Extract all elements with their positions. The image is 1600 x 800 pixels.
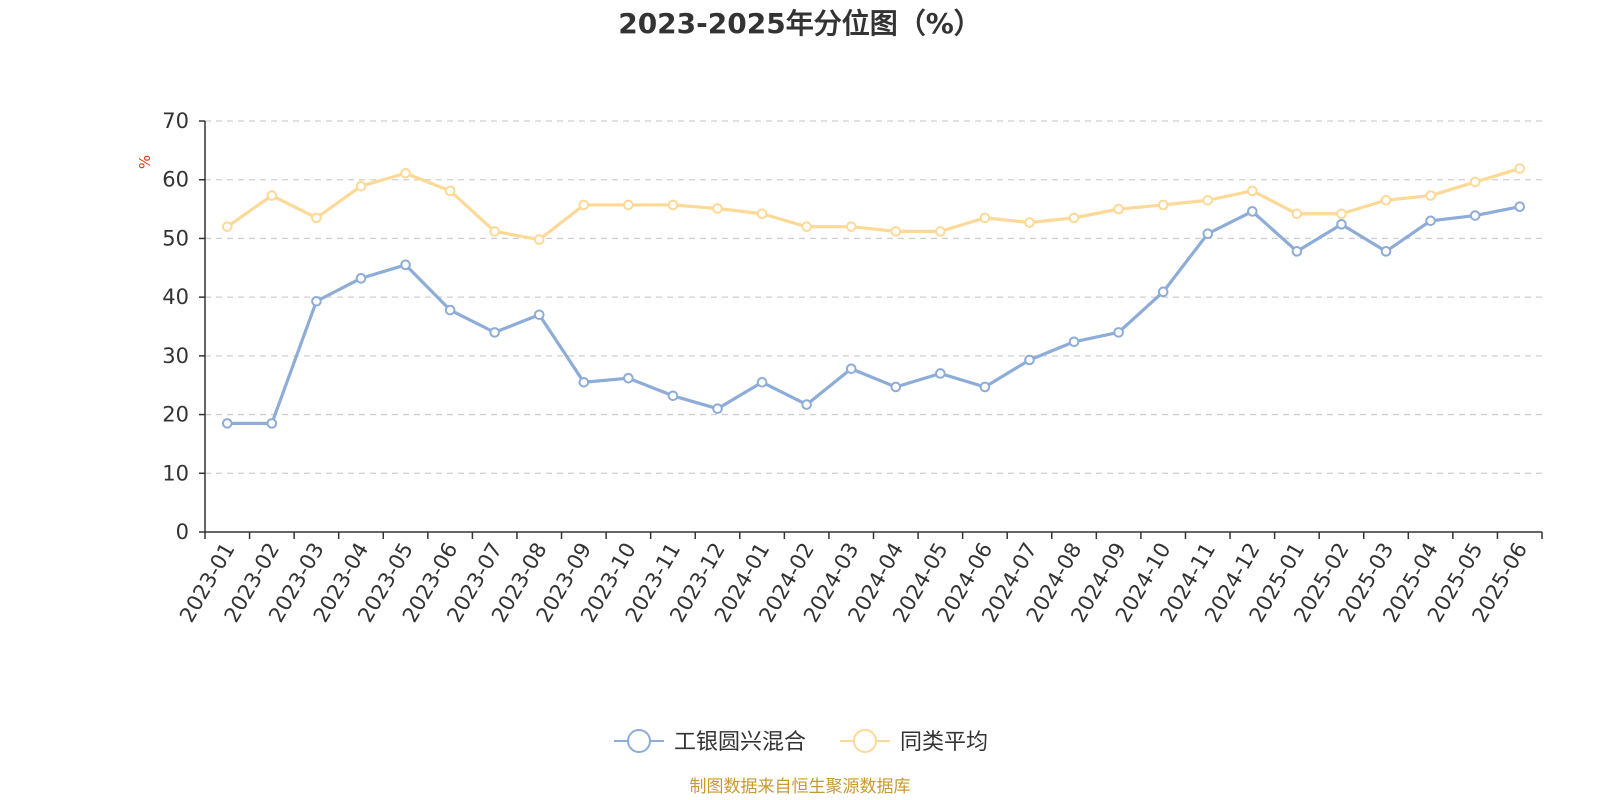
data-point[interactable]: [712, 403, 723, 415]
data-point[interactable]: [311, 295, 322, 307]
series-line-1: [225, 205, 1522, 425]
data-point[interactable]: [1113, 203, 1124, 215]
data-point[interactable]: [1425, 190, 1436, 201]
data-point[interactable]: [578, 376, 590, 388]
data-point[interactable]: [1336, 219, 1347, 230]
data-point[interactable]: [533, 234, 545, 245]
legend-item-1[interactable]: 工银圆兴混合: [614, 729, 806, 755]
data-point[interactable]: [1291, 246, 1303, 257]
data-point[interactable]: [979, 381, 991, 393]
data-point[interactable]: [1336, 208, 1347, 220]
data-point[interactable]: [489, 327, 500, 338]
data-point[interactable]: [400, 259, 411, 271]
chart-title: 2023-2025年分位图（%）: [618, 7, 982, 40]
data-point[interactable]: [1380, 194, 1392, 206]
data-point[interactable]: [266, 190, 278, 201]
data-point[interactable]: [1068, 336, 1080, 348]
data-point[interactable]: [355, 273, 367, 284]
data-point[interactable]: [1291, 208, 1303, 220]
y-tick-label: 20: [162, 403, 189, 427]
data-point[interactable]: [533, 309, 545, 321]
series: [221, 163, 1526, 429]
data-point[interactable]: [578, 199, 590, 211]
series-line-2: [225, 166, 1522, 242]
y-tick-labels: 0 10 20 30 40 50 60 70: [162, 109, 189, 544]
x-tick-labels: 2023-012023-022023-032023-042023-052023-…: [175, 539, 1532, 627]
data-point[interactable]: [667, 199, 679, 211]
data-point[interactable]: [845, 363, 857, 375]
data-point[interactable]: [266, 418, 278, 429]
data-point[interactable]: [1247, 206, 1258, 217]
y-tick-label: 30: [162, 344, 189, 368]
legend-label: 工银圆兴混合: [674, 730, 806, 755]
data-point[interactable]: [1247, 185, 1258, 197]
data-point[interactable]: [890, 226, 902, 237]
data-point[interactable]: [1024, 217, 1035, 228]
data-point[interactable]: [623, 199, 634, 211]
y-tick-label: 60: [162, 168, 189, 192]
legend-item-2[interactable]: 同类平均: [840, 729, 988, 755]
data-point[interactable]: [1469, 176, 1481, 188]
legend-marker-icon: [853, 729, 877, 753]
data-point[interactable]: [890, 381, 902, 393]
data-point[interactable]: [1157, 199, 1169, 211]
legend-label: 同类平均: [900, 730, 988, 755]
data-point[interactable]: [1202, 194, 1214, 206]
data-point[interactable]: [935, 226, 946, 237]
data-point[interactable]: [1514, 163, 1526, 174]
y-tick-label: 70: [162, 109, 189, 133]
data-point[interactable]: [400, 167, 411, 179]
y-tick-label: 40: [162, 285, 189, 309]
data-point[interactable]: [444, 185, 456, 197]
data-point[interactable]: [221, 221, 233, 232]
data-point[interactable]: [355, 180, 367, 192]
data-point[interactable]: [444, 304, 456, 316]
data-point[interactable]: [801, 399, 812, 410]
y-tick-label: 0: [176, 520, 189, 544]
data-source: 制图数据来自恒生聚源数据库: [690, 777, 911, 797]
legend[interactable]: 工银圆兴混合 同类平均: [614, 729, 988, 755]
data-point[interactable]: [489, 226, 500, 237]
data-point[interactable]: [1157, 286, 1169, 298]
data-point[interactable]: [1202, 228, 1214, 240]
legend-marker-icon: [627, 729, 651, 753]
data-point[interactable]: [221, 418, 233, 429]
data-point[interactable]: [311, 212, 322, 224]
data-point[interactable]: [1514, 201, 1526, 213]
data-point[interactable]: [1113, 327, 1124, 338]
data-point[interactable]: [667, 390, 679, 402]
data-point[interactable]: [756, 376, 768, 388]
data-point[interactable]: [712, 203, 723, 214]
y-axis-unit: %: [136, 155, 154, 169]
data-point[interactable]: [979, 212, 991, 224]
axes: [199, 120, 1543, 539]
data-point[interactable]: [935, 368, 946, 379]
data-point[interactable]: [1024, 354, 1035, 366]
data-point[interactable]: [1425, 215, 1436, 227]
data-point[interactable]: [801, 221, 812, 232]
data-point[interactable]: [1380, 246, 1392, 257]
y-tick-label: 50: [162, 226, 189, 250]
data-point[interactable]: [623, 372, 634, 384]
data-point[interactable]: [756, 208, 768, 220]
y-tick-label: 10: [162, 461, 189, 485]
data-point[interactable]: [1469, 210, 1481, 221]
data-point[interactable]: [845, 221, 857, 232]
data-point[interactable]: [1068, 212, 1080, 224]
